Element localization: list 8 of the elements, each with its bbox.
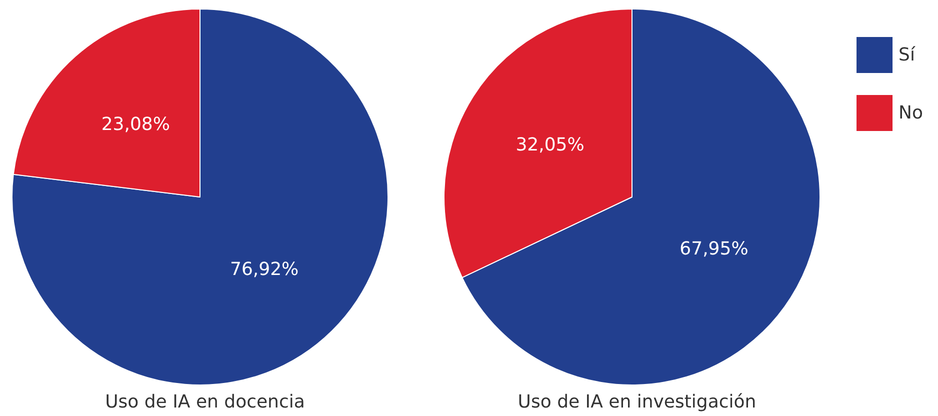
data-label: 76,92% bbox=[230, 259, 299, 280]
data-label: 32,05% bbox=[516, 134, 584, 156]
slice-label: Uso de IA en investigación bbox=[518, 392, 756, 412]
data-label: 67,95% bbox=[680, 238, 748, 260]
data-label: 23,08% bbox=[101, 114, 170, 135]
legend-label: Sí bbox=[898, 44, 916, 66]
slice-label: Uso de IA en docencia bbox=[105, 392, 305, 412]
legend-label: No bbox=[898, 102, 924, 124]
